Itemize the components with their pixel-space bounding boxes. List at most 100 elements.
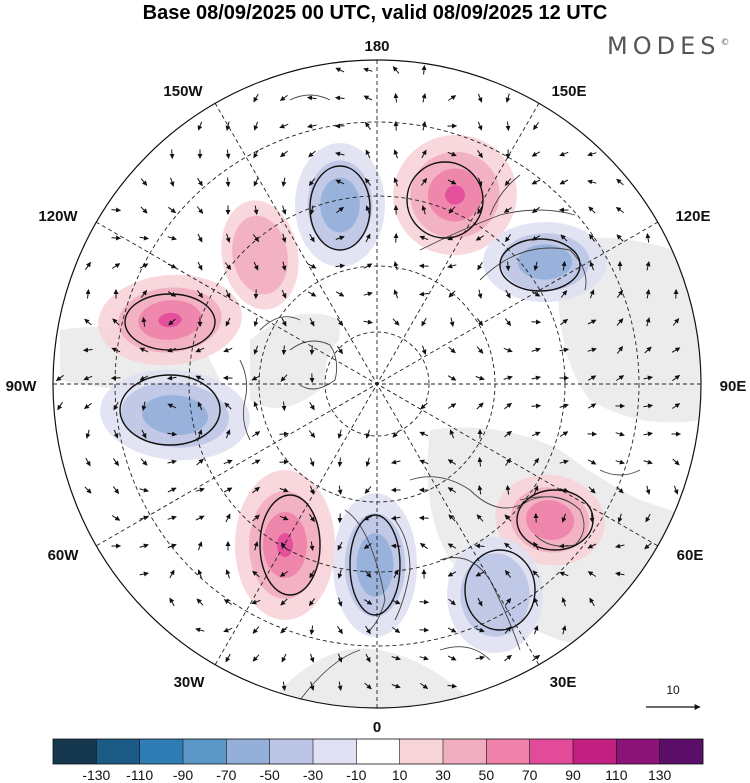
wind-arrow bbox=[365, 457, 371, 467]
wind-arrow bbox=[447, 543, 457, 549]
wind-arrow bbox=[587, 347, 597, 353]
wind-arrow bbox=[532, 457, 540, 466]
wind-arrow bbox=[309, 233, 315, 243]
wind-arrow bbox=[447, 263, 457, 269]
wind-arrow bbox=[533, 597, 539, 607]
wind-arrow bbox=[449, 317, 455, 327]
wind-arrow bbox=[251, 431, 261, 437]
colorbar-frame bbox=[52, 738, 704, 765]
wind-arrow bbox=[139, 263, 149, 269]
wind-arrow bbox=[225, 317, 231, 327]
wind-arrow bbox=[363, 542, 372, 550]
wind-arrow bbox=[195, 515, 205, 521]
wind-arrow bbox=[112, 486, 120, 495]
wind-arrow bbox=[167, 375, 177, 381]
wind-arrow bbox=[364, 121, 372, 130]
wind-arrow bbox=[337, 681, 343, 691]
wind-arrow bbox=[391, 459, 401, 465]
colorbar-tick-label: -90 bbox=[173, 767, 193, 783]
colorbar-tick-label: -10 bbox=[346, 767, 366, 783]
wind-arrow bbox=[393, 569, 399, 579]
wind-arrow bbox=[533, 485, 539, 495]
wind-arrow bbox=[253, 541, 259, 551]
wind-arrow bbox=[419, 431, 429, 437]
wind-arrow bbox=[281, 653, 287, 663]
wind-arrow bbox=[139, 347, 149, 353]
anomaly-neg-c1-band-2 bbox=[320, 177, 360, 233]
wind-arrow bbox=[309, 345, 315, 355]
wind-arrow bbox=[671, 347, 681, 353]
wind-arrow bbox=[365, 149, 371, 159]
wind-arrow bbox=[448, 206, 456, 214]
wind-arrow bbox=[477, 93, 483, 103]
wind-arrow bbox=[449, 429, 455, 439]
wind-arrow bbox=[561, 597, 567, 607]
wind-arrow bbox=[167, 291, 177, 297]
wind-arrow bbox=[365, 625, 371, 635]
wind-arrow bbox=[615, 543, 625, 549]
lon-label-60w: 60W bbox=[48, 547, 80, 564]
wind-arrow bbox=[169, 597, 175, 607]
wind-arrow bbox=[643, 403, 653, 409]
wind-arrow bbox=[559, 459, 569, 465]
wind-arrow bbox=[225, 233, 231, 243]
wind-arrow bbox=[309, 485, 315, 495]
wind-arrow bbox=[336, 346, 344, 355]
wind-arrow bbox=[281, 401, 287, 411]
wind-arrow bbox=[279, 515, 289, 521]
wind-arrow bbox=[393, 233, 399, 243]
wind-arrow bbox=[196, 206, 204, 214]
colorbar-swatch bbox=[53, 739, 97, 764]
wind-arrow bbox=[504, 430, 512, 438]
wind-arrow bbox=[393, 261, 399, 271]
wind-arrow bbox=[559, 151, 569, 157]
lon-label-150e: 150E bbox=[551, 83, 586, 100]
wind-arrow bbox=[421, 205, 427, 215]
wind-arrow bbox=[57, 401, 63, 411]
colorbar-swatch bbox=[139, 739, 184, 764]
colorbar-tick-label: 70 bbox=[522, 767, 538, 783]
wind-arrow bbox=[475, 655, 485, 661]
wind-arrow bbox=[615, 431, 625, 437]
wind-arrow bbox=[475, 375, 485, 381]
wind-arrow bbox=[308, 430, 316, 438]
wind-arrow bbox=[111, 347, 121, 353]
wind-arrow bbox=[139, 487, 149, 493]
wind-arrow bbox=[477, 289, 483, 299]
wind-arrow bbox=[308, 150, 316, 158]
wind-arrow bbox=[505, 121, 511, 131]
wind-arrow bbox=[335, 67, 345, 73]
wind-arrow bbox=[476, 402, 484, 410]
wind-arrow bbox=[587, 319, 597, 325]
wind-arrow bbox=[420, 402, 428, 410]
wind-arrow bbox=[477, 150, 483, 159]
colorbar-tick-label: -30 bbox=[303, 767, 323, 783]
colorbar-tick-label: 10 bbox=[392, 767, 408, 783]
wind-arrow bbox=[309, 514, 315, 523]
wind-arrow bbox=[365, 233, 371, 243]
wind-arrow bbox=[281, 317, 287, 327]
wind-arrow bbox=[225, 289, 231, 299]
wind-arrow bbox=[281, 261, 287, 271]
map-disk bbox=[53, 60, 701, 708]
wind-arrow bbox=[589, 261, 595, 271]
colorbar-tick-label: 130 bbox=[648, 767, 672, 783]
wind-arrow bbox=[225, 429, 231, 439]
colorbar-swatch bbox=[486, 739, 530, 764]
wind-arrow bbox=[391, 543, 401, 549]
wind-arrow bbox=[167, 403, 177, 409]
wind-arrow bbox=[253, 261, 259, 271]
brand-mark: © bbox=[720, 38, 730, 48]
wind-arrow bbox=[391, 683, 401, 689]
wind-arrow bbox=[309, 457, 315, 467]
wind-arrow bbox=[448, 95, 457, 101]
colorbar-swatch bbox=[269, 739, 314, 764]
wind-arrow bbox=[504, 514, 512, 522]
wind-arrow bbox=[616, 234, 624, 242]
wind-arrow bbox=[225, 149, 231, 159]
wind-arrow bbox=[421, 149, 427, 159]
wind-arrow bbox=[85, 289, 91, 299]
wind-arrow bbox=[56, 374, 64, 382]
wind-arrow bbox=[363, 291, 373, 297]
wind-arrow bbox=[615, 571, 625, 577]
